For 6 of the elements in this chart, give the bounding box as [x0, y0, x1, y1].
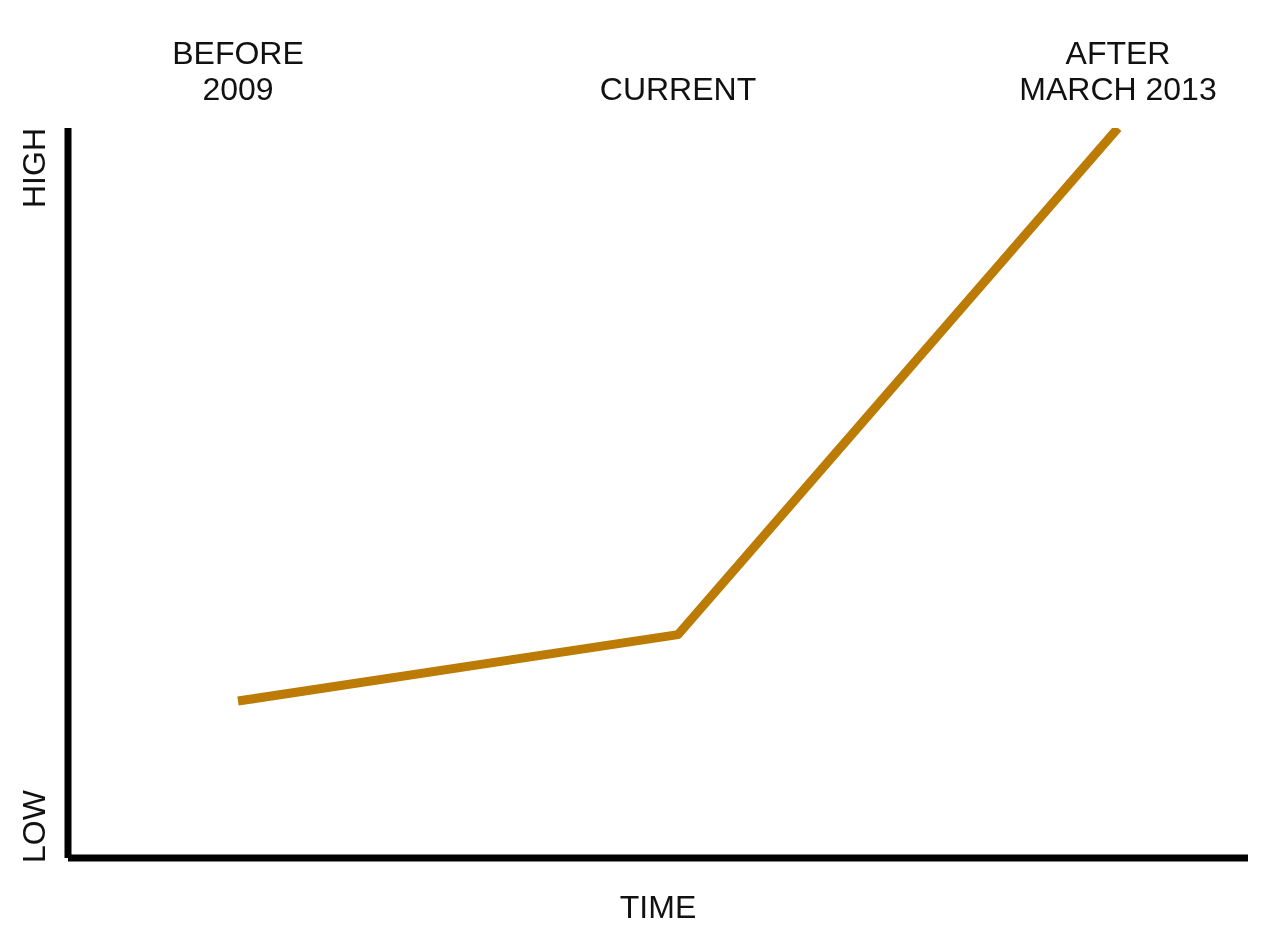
x-tick-label: CURRENT — [599, 71, 757, 107]
text: HIGH — [16, 128, 53, 208]
x-tick-label: AFTER MARCH 2013 — [1019, 35, 1217, 107]
x-axis-title: TIME — [619, 889, 697, 925]
x-tick-label: BEFORE 2009 — [172, 35, 304, 107]
text: LOW — [16, 790, 53, 863]
